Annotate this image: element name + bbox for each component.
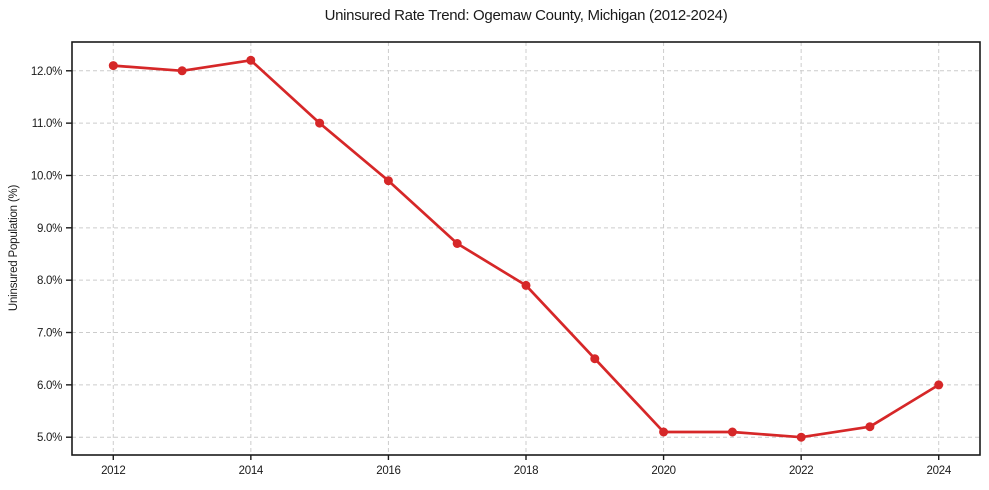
y-tick-label: 8.0%	[37, 275, 62, 287]
y-tick-label: 12.0%	[31, 66, 62, 78]
data-point	[452, 239, 462, 248]
data-point	[246, 55, 256, 65]
data-point	[865, 422, 875, 432]
data-point	[934, 380, 944, 390]
y-tick-label: 7.0%	[37, 328, 62, 340]
data-point	[108, 61, 118, 71]
data-point	[315, 118, 325, 128]
y-tick-label: 6.0%	[37, 380, 62, 392]
data-point	[521, 280, 531, 290]
x-tick-label: 2014	[239, 465, 264, 477]
x-tick-label: 2024	[927, 465, 952, 477]
data-point	[727, 427, 737, 437]
x-tick-label: 2018	[514, 465, 538, 477]
data-point	[590, 354, 600, 364]
x-tick-label: 2020	[651, 465, 675, 477]
data-point	[796, 432, 806, 442]
y-tick-label: 9.0%	[37, 223, 62, 235]
data-point	[177, 66, 187, 76]
chart-title: Uninsured Rate Trend: Ogemaw County, Mic…	[324, 7, 728, 24]
data-point	[383, 176, 393, 186]
y-tick-label: 10.0%	[31, 170, 62, 182]
data-point	[659, 427, 669, 437]
x-tick-label: 2016	[376, 465, 400, 477]
y-tick-label: 5.0%	[37, 432, 62, 444]
y-tick-label: 11.0%	[32, 118, 62, 130]
x-tick-label: 2012	[101, 465, 125, 477]
x-tick-label: 2022	[789, 465, 813, 477]
